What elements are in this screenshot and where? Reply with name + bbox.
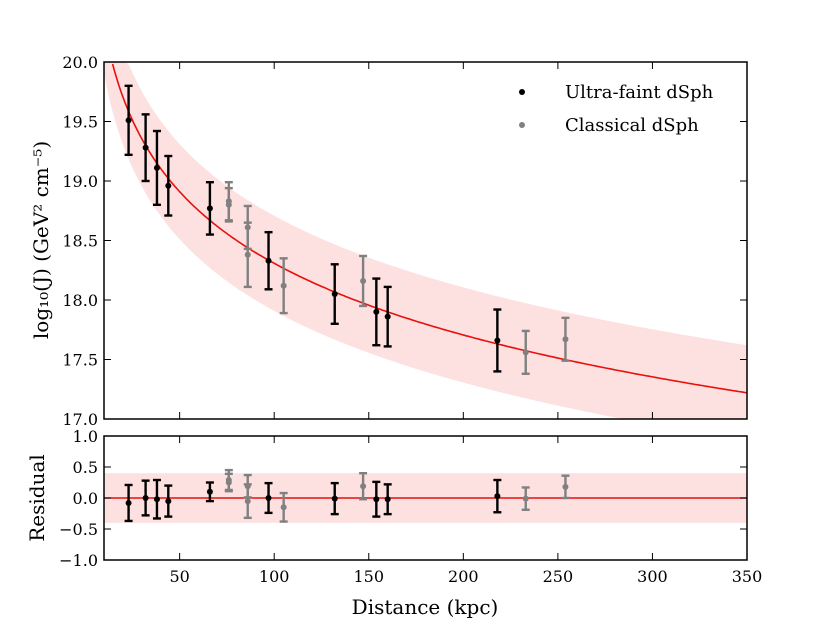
residual-point-ultra-faint-dsph [330, 481, 339, 516]
x-tick-label: 100 [259, 567, 290, 586]
main-point-classical-dsph [561, 316, 570, 362]
legend-marker-classical [519, 122, 525, 128]
residual-point-classical-dsph [561, 474, 570, 500]
main-marker [153, 164, 160, 171]
main-marker [331, 291, 338, 298]
main-marker [244, 251, 251, 258]
main-point-classical-dsph [279, 257, 288, 315]
main-y-axis-label: log₁₀(J) (GeV² cm⁻⁵) [29, 141, 53, 339]
main-ytick-label: 17.0 [62, 410, 98, 429]
main-point-ultra-faint-dsph [152, 129, 161, 207]
residual-marker [331, 495, 338, 502]
main-point-classical-dsph [359, 254, 368, 308]
main-point-ultra-faint-dsph [330, 263, 339, 325]
main-point-ultra-faint-dsph [493, 308, 502, 373]
residual-marker [165, 498, 172, 505]
residual-ytick-label: 0.5 [73, 458, 98, 477]
residual-point-ultra-faint-dsph [205, 481, 214, 503]
main-marker [384, 313, 391, 320]
main-panel: 17.0 17.5 18.0 18.5 19.0 19.5 20.0 log₁₀(J) (G… [29, 53, 748, 429]
main-marker [373, 308, 380, 315]
residual-marker [125, 499, 132, 506]
main-marker [562, 336, 569, 343]
residual-point-classical-dsph [243, 483, 252, 520]
residual-point-ultra-faint-dsph [264, 481, 273, 515]
main-marker [280, 282, 287, 289]
residual-point-ultra-faint-dsph [152, 478, 161, 520]
residual-panel: −1.0 −0.5 0.0 0.5 1.0 50 100 150 200 250 300 350 Re… [25, 427, 762, 619]
x-tick-label: 150 [353, 567, 384, 586]
main-point-classical-dsph [521, 329, 530, 375]
main-point-ultra-faint-dsph [124, 84, 133, 157]
main-ytick-label: 18.5 [62, 232, 98, 251]
main-marker [142, 144, 149, 151]
main-marker [225, 201, 232, 208]
residual-ytick-label: 1.0 [73, 427, 98, 446]
residual-point-ultra-faint-dsph [164, 484, 173, 518]
residual-marker [384, 496, 391, 503]
legend-marker-ultra-faint [519, 89, 525, 95]
residual-point-ultra-faint-dsph [372, 480, 381, 518]
main-point-ultra-faint-dsph [264, 230, 273, 291]
residual-point-ultra-faint-dsph [124, 483, 133, 523]
legend-label-ultra-faint: Ultra-faint dSph [565, 82, 714, 103]
residual-marker [360, 483, 367, 490]
x-tick-label: 300 [637, 567, 668, 586]
main-ytick-label: 19.0 [62, 172, 98, 191]
main-ytick-label: 20.0 [62, 53, 98, 72]
main-ytick-label: 19.5 [62, 113, 98, 132]
main-marker [494, 337, 501, 344]
main-point-classical-dsph [224, 186, 233, 223]
main-ytick-label: 18.0 [62, 291, 98, 310]
residual-ytick-label: 0.0 [73, 489, 98, 508]
residual-ytick-label: −1.0 [59, 551, 98, 570]
main-fit-line [111, 63, 748, 394]
main-marker [522, 349, 529, 356]
residual-marker [280, 504, 287, 511]
x-axis-label: Distance (kpc) [352, 595, 499, 619]
main-marker [165, 182, 172, 189]
residual-point-classical-dsph [359, 472, 368, 501]
residual-y-axis-label: Residual [25, 454, 49, 542]
legend: Ultra-faint dSph Classical dSph [519, 82, 714, 136]
residual-marker [142, 495, 149, 501]
main-marker [360, 277, 367, 284]
main-marker [125, 117, 132, 124]
main-point-classical-dsph [243, 221, 252, 289]
residual-marker [494, 493, 501, 500]
x-tick-label: 50 [169, 567, 189, 586]
residual-point-classical-dsph [279, 491, 288, 523]
residual-point-classical-dsph [224, 472, 233, 493]
residual-marker [153, 496, 160, 503]
x-tick-label: 200 [448, 567, 479, 586]
residual-point-ultra-faint-dsph [383, 483, 392, 516]
residual-marker [265, 495, 272, 501]
residual-marker [206, 488, 213, 495]
main-point-ultra-faint-dsph [164, 154, 173, 217]
main-point-ultra-faint-dsph [205, 180, 214, 236]
residual-marker [522, 495, 529, 502]
residual-marker [562, 483, 569, 490]
legend-label-classical: Classical dSph [565, 115, 699, 136]
residual-marker [244, 498, 251, 505]
main-confidence-band [104, 62, 747, 419]
residual-point-ultra-faint-dsph [493, 478, 502, 514]
main-marker [265, 257, 272, 264]
main-marker [206, 205, 213, 212]
x-tick-label: 250 [543, 567, 574, 586]
residual-point-ultra-faint-dsph [141, 479, 150, 517]
residual-point-classical-dsph [521, 486, 530, 511]
x-tick-label: 350 [732, 567, 763, 586]
residual-marker [373, 496, 380, 503]
main-ytick-label: 17.5 [62, 351, 98, 370]
main-point-ultra-faint-dsph [141, 113, 150, 183]
main-point-ultra-faint-dsph [383, 285, 392, 348]
main-point-ultra-faint-dsph [372, 277, 381, 347]
residual-marker [225, 479, 232, 486]
residual-ytick-label: −0.5 [59, 520, 98, 539]
